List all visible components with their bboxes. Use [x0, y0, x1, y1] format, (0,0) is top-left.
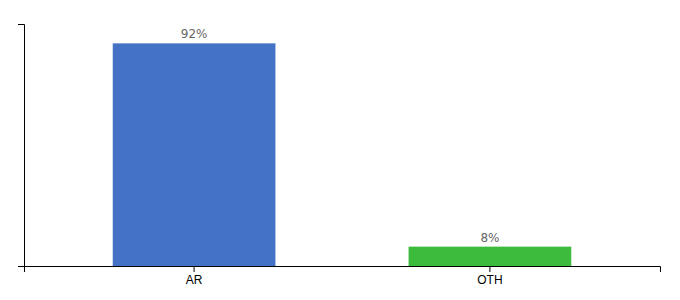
x-tick-mark	[194, 266, 195, 272]
chart: 92% 8% AR OTH	[0, 0, 680, 300]
plot: 92% 8% AR OTH	[18, 25, 661, 287]
data-label: 8%	[480, 231, 499, 245]
bar	[113, 43, 276, 266]
data-labels: 92% 8%	[181, 27, 500, 244]
x-axis: AR OTH	[25, 266, 661, 287]
bars	[113, 43, 572, 266]
x-tick: AR	[186, 266, 203, 287]
x-axis-line	[25, 267, 661, 273]
y-axis-line	[18, 25, 25, 267]
bar	[409, 247, 572, 266]
y-axis	[18, 25, 25, 267]
data-label: 92%	[181, 27, 208, 41]
x-tick-label: OTH	[477, 273, 502, 287]
x-tick-mark	[489, 266, 490, 272]
x-tick: OTH	[477, 266, 502, 287]
x-tick-label: AR	[186, 273, 203, 287]
